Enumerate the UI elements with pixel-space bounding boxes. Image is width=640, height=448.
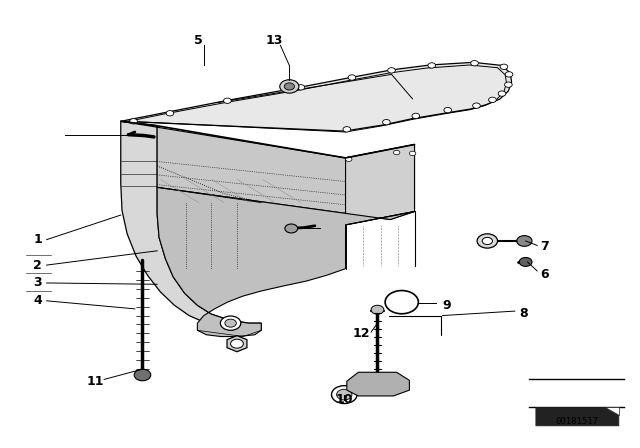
Polygon shape (347, 372, 410, 396)
Circle shape (505, 72, 513, 77)
Circle shape (134, 369, 151, 381)
Circle shape (500, 64, 508, 69)
Circle shape (498, 91, 506, 96)
Circle shape (383, 120, 390, 125)
Circle shape (285, 224, 298, 233)
Text: 11: 11 (86, 375, 104, 388)
Circle shape (343, 127, 351, 132)
Text: 13: 13 (266, 34, 283, 47)
Circle shape (337, 389, 352, 400)
Circle shape (130, 119, 138, 124)
Circle shape (488, 97, 496, 103)
Text: 3: 3 (33, 276, 42, 289)
Circle shape (297, 85, 305, 90)
Polygon shape (227, 336, 247, 352)
Circle shape (477, 234, 497, 248)
Circle shape (220, 316, 241, 330)
Circle shape (225, 319, 236, 327)
Text: 8: 8 (519, 307, 527, 320)
Circle shape (470, 60, 478, 66)
Polygon shape (605, 407, 619, 415)
Circle shape (394, 151, 400, 155)
Text: 00181517: 00181517 (556, 417, 598, 426)
Circle shape (504, 82, 512, 87)
Circle shape (346, 157, 352, 161)
Circle shape (230, 339, 243, 348)
Circle shape (371, 305, 384, 314)
Circle shape (385, 291, 419, 314)
Text: 6: 6 (540, 267, 549, 280)
Text: 12: 12 (353, 327, 371, 340)
Circle shape (472, 103, 480, 108)
Circle shape (428, 63, 436, 68)
Text: 1: 1 (33, 233, 42, 246)
Circle shape (519, 258, 532, 267)
Circle shape (516, 236, 532, 246)
Polygon shape (121, 121, 261, 330)
Text: 4: 4 (33, 294, 42, 307)
Circle shape (410, 151, 416, 155)
Polygon shape (536, 407, 619, 426)
Text: 9: 9 (442, 299, 451, 312)
Polygon shape (121, 121, 415, 220)
Circle shape (223, 98, 231, 103)
Circle shape (388, 68, 396, 73)
Polygon shape (346, 145, 415, 225)
Circle shape (348, 75, 356, 80)
Circle shape (280, 80, 299, 93)
Circle shape (482, 237, 492, 245)
Circle shape (284, 83, 294, 90)
Polygon shape (121, 62, 511, 131)
Text: 10: 10 (335, 392, 353, 405)
Circle shape (332, 386, 357, 404)
Text: 2: 2 (33, 258, 42, 271)
Circle shape (412, 113, 420, 119)
Circle shape (166, 111, 173, 116)
Polygon shape (157, 187, 415, 336)
Circle shape (444, 108, 452, 113)
Text: 5: 5 (195, 34, 203, 47)
Text: 7: 7 (540, 240, 549, 253)
Circle shape (390, 294, 413, 310)
